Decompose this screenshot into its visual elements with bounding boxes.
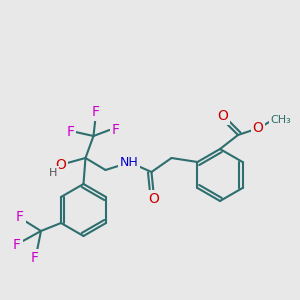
Text: O: O [253, 121, 263, 135]
Text: F: F [112, 123, 119, 137]
Text: F: F [16, 210, 24, 224]
Text: NH: NH [120, 155, 139, 169]
Text: O: O [55, 158, 66, 172]
Text: O: O [218, 109, 228, 123]
Text: F: F [13, 238, 21, 252]
Text: F: F [92, 105, 100, 119]
Text: F: F [67, 125, 74, 139]
Text: O: O [148, 192, 159, 206]
Text: F: F [31, 251, 39, 265]
Text: CH₃: CH₃ [271, 115, 291, 125]
Text: H: H [49, 168, 58, 178]
